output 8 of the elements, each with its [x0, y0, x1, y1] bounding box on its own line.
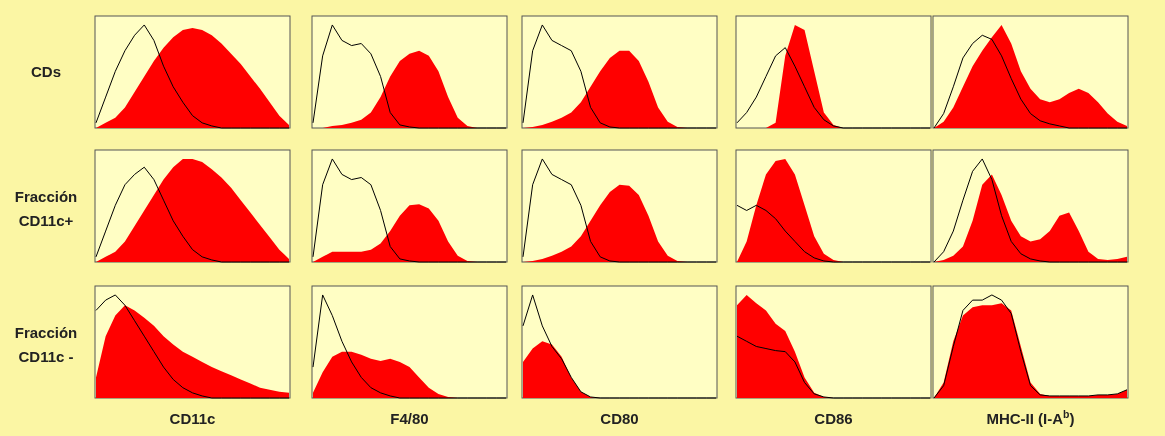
y-axis-title: Fracción CD11c - [14, 324, 78, 365]
y-axis-title: Fracción CD11c+ [14, 188, 78, 229]
x-axis-title: F4/80 [390, 410, 429, 427]
x-axis-title: CD11c [169, 410, 216, 427]
x-axis-title: MHC-II (I-A$^{b}$) [986, 408, 1075, 427]
x-axis-title: CD80 [600, 410, 639, 427]
x-axis-title: CD86 [814, 410, 853, 427]
y-axis-title: CDs [30, 63, 62, 80]
